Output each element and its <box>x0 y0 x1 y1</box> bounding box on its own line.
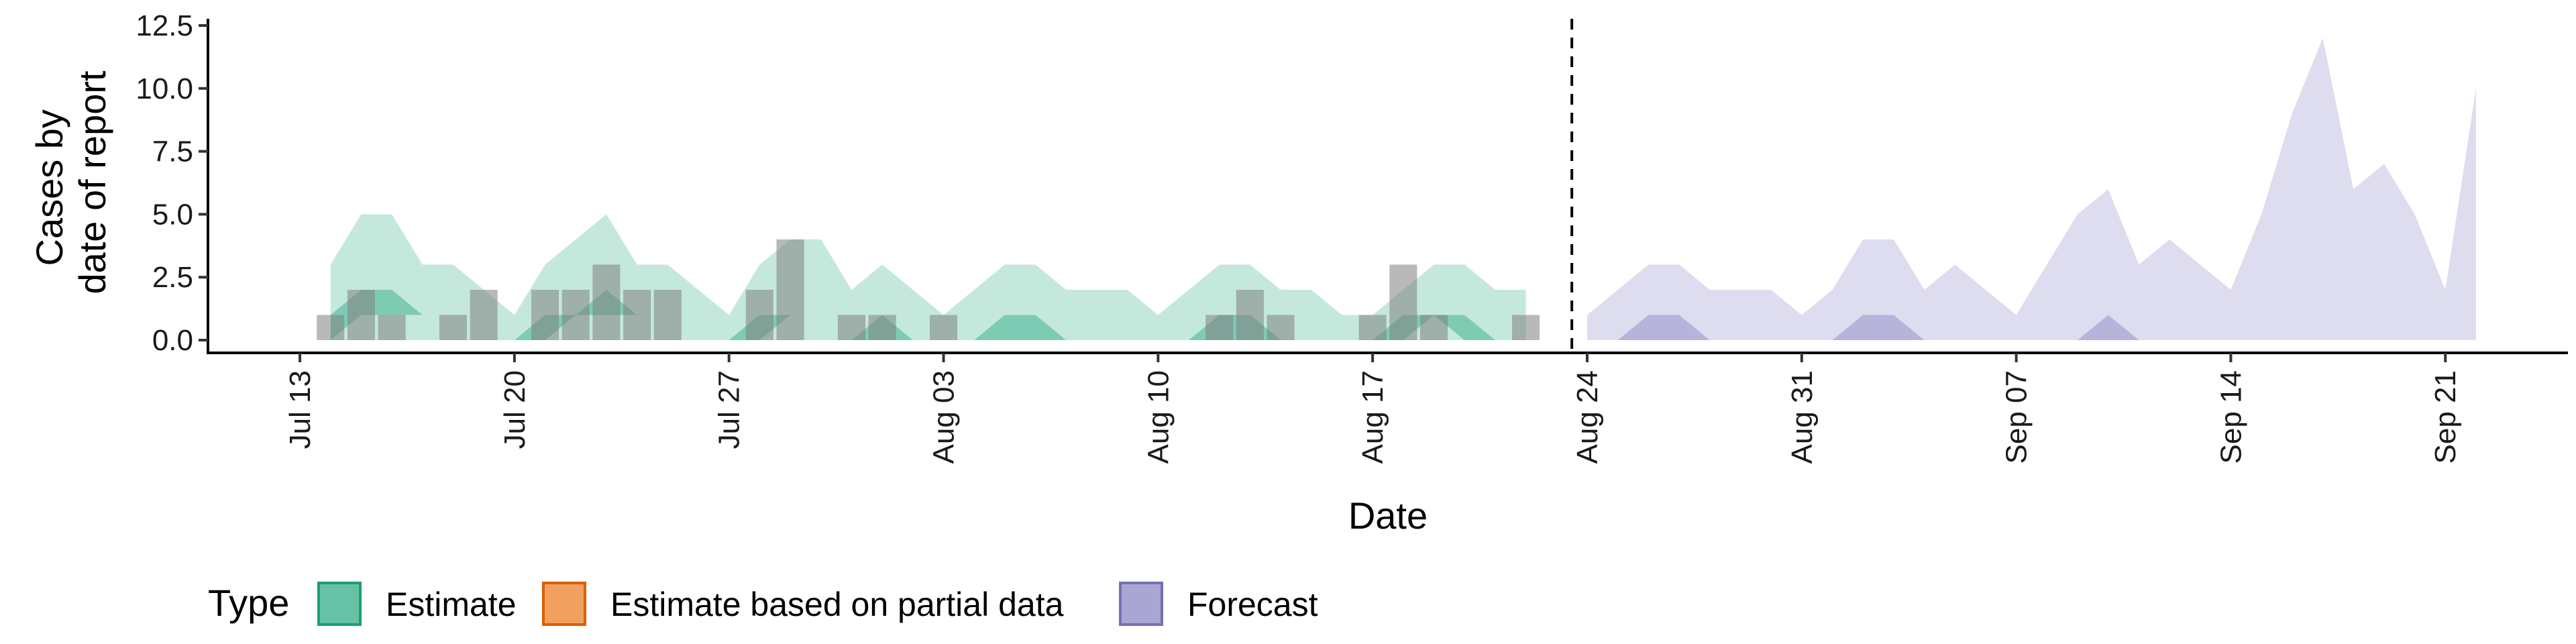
observed-cases-bar <box>776 239 804 340</box>
observed-cases-bar <box>1205 315 1234 340</box>
y-axis-title-line-1: Cases by <box>28 109 70 266</box>
legend-label-estimate: Estimate <box>386 586 517 623</box>
observed-cases-bar <box>1358 315 1387 340</box>
legend-swatch-forecast <box>1119 582 1163 626</box>
observed-cases-bar <box>1420 315 1448 340</box>
y-axis-title: Cases by date of report <box>28 70 113 294</box>
x-tick-label: Jul 20 <box>498 370 531 449</box>
y-tick-label: 12.5 <box>136 9 193 42</box>
x-axis-title: Date <box>1348 494 1428 537</box>
x-tick-label: Aug 24 <box>1571 370 1604 464</box>
y-tick-label: 5.0 <box>152 198 193 231</box>
legend: Type Estimate Estimate based on partial da… <box>208 582 1318 626</box>
observed-cases-bar <box>378 315 406 340</box>
x-tick-label: Sep 14 <box>2214 370 2247 464</box>
observed-cases-bar <box>1267 315 1295 340</box>
observed-cases-bar <box>439 315 467 340</box>
observed-cases-bar <box>1389 264 1417 340</box>
legend-swatch-estimate <box>317 582 362 626</box>
x-tick-label: Sep 07 <box>2000 370 2033 464</box>
y-tick-label: 10.0 <box>136 72 193 105</box>
x-tick-label: Aug 31 <box>1786 370 1819 464</box>
x-tick-label: Aug 03 <box>928 370 961 464</box>
observed-cases-bar <box>531 290 559 340</box>
observed-cases-bar <box>930 315 958 340</box>
x-tick-label: Aug 10 <box>1142 370 1175 464</box>
plot-area <box>317 19 2476 353</box>
legend-title: Type <box>208 582 289 624</box>
legend-label-forecast: Forecast <box>1187 586 1318 623</box>
observed-cases-bar <box>745 290 773 340</box>
estimate-outer-ribbon <box>330 214 1526 340</box>
y-tick-label: 7.5 <box>152 136 193 168</box>
observed-cases-bar <box>561 290 590 340</box>
observed-cases-bar <box>653 290 682 340</box>
x-tick-label: Jul 27 <box>713 370 746 449</box>
observed-cases-bar <box>317 315 345 340</box>
observed-cases-bar <box>837 315 865 340</box>
x-tick-label: Sep 21 <box>2429 370 2462 464</box>
axes: 0.0 2.5 5.0 7.5 10.0 12.5 Jul 13 Jul 20 Jul 27 Au… <box>136 9 2568 464</box>
observed-cases-bar <box>868 315 896 340</box>
observed-cases-bar <box>470 290 498 340</box>
legend-label-estimate-based-on-partial-data: Estimate based on partial data <box>610 586 1064 623</box>
observed-cases-bar <box>1512 315 1540 340</box>
legend-swatch-estimate-based-on-partial-data <box>542 582 586 626</box>
y-axis-title-line-2: date of report <box>71 70 113 294</box>
forecast-inner-ribbon <box>1587 315 2476 340</box>
observed-cases-bar <box>592 264 621 340</box>
forecast-outer-ribbon <box>1587 38 2476 341</box>
y-tick-label: 2.5 <box>152 261 193 294</box>
observed-cases-bar <box>347 290 375 340</box>
y-tick-label: 0.0 <box>152 324 193 357</box>
observed-cases-bar <box>623 290 651 340</box>
observed-cases-bar <box>1236 290 1264 340</box>
x-tick-label: Jul 13 <box>284 370 317 449</box>
x-tick-label: Aug 17 <box>1356 370 1389 464</box>
